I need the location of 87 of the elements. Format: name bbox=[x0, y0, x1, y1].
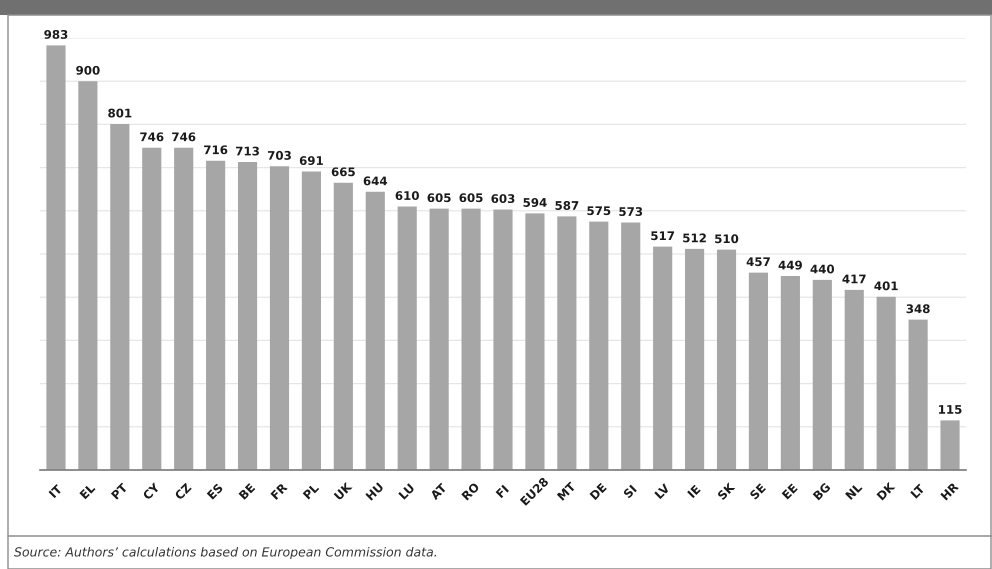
data-label: 644 bbox=[364, 176, 388, 186]
x-tick-label: PL bbox=[302, 482, 320, 500]
bar bbox=[174, 148, 194, 470]
data-label: 401 bbox=[874, 281, 898, 290]
data-label: 115 bbox=[939, 405, 962, 414]
x-tick-label: BE bbox=[238, 483, 256, 500]
bar bbox=[685, 248, 704, 470]
bar bbox=[78, 81, 98, 470]
x-tick-label: EL bbox=[79, 483, 96, 500]
x-tick-label: HU bbox=[365, 482, 384, 501]
bar bbox=[525, 213, 545, 470]
data-label: 605 bbox=[428, 193, 451, 202]
x-tick-label: LU bbox=[398, 483, 415, 500]
x-tick-label: EE bbox=[782, 483, 798, 500]
x-tick-label: FR bbox=[270, 482, 288, 500]
bar bbox=[110, 124, 130, 470]
data-label: 594 bbox=[524, 198, 547, 207]
x-tick-label: MT bbox=[556, 481, 576, 501]
x-tick-label: IT bbox=[48, 484, 63, 498]
data-label: 603 bbox=[491, 194, 514, 204]
data-label: 573 bbox=[619, 207, 642, 216]
data-label: 703 bbox=[268, 150, 291, 160]
data-label: 440 bbox=[810, 264, 834, 274]
bar bbox=[653, 246, 672, 470]
x-tick-label: CY bbox=[142, 482, 160, 500]
bar bbox=[334, 182, 353, 470]
data-label: 457 bbox=[746, 257, 770, 266]
x-tick-label: SK bbox=[716, 482, 736, 500]
data-label: 716 bbox=[204, 145, 228, 154]
bar bbox=[908, 320, 928, 470]
bar bbox=[142, 148, 162, 470]
data-label: 510 bbox=[715, 234, 738, 244]
data-label: 713 bbox=[236, 146, 259, 156]
data-label: 587 bbox=[555, 201, 578, 210]
x-tick-label: DK bbox=[876, 481, 896, 500]
data-label: 512 bbox=[683, 233, 706, 242]
bar bbox=[780, 276, 800, 470]
bar bbox=[716, 250, 736, 470]
bar bbox=[876, 296, 896, 470]
data-label: 610 bbox=[396, 191, 419, 200]
data-label: 746 bbox=[172, 132, 196, 142]
x-tick-label: RO bbox=[461, 482, 480, 501]
bar bbox=[238, 162, 258, 470]
bar bbox=[206, 160, 226, 470]
bar bbox=[398, 206, 417, 470]
bar bbox=[270, 166, 290, 470]
source-note: Source: Authors’ calculations based on European Commission data. bbox=[14, 546, 436, 560]
bar bbox=[366, 192, 385, 470]
x-tick-label: LV bbox=[654, 483, 670, 500]
x-tick-label: SI bbox=[622, 484, 637, 499]
bar bbox=[46, 45, 66, 470]
x-tick-label: CZ bbox=[174, 482, 192, 500]
bar bbox=[461, 208, 481, 470]
x-tick-label: UK bbox=[334, 482, 353, 500]
data-label: 691 bbox=[300, 156, 323, 166]
bar bbox=[844, 290, 864, 470]
x-tick-label: LT bbox=[910, 484, 926, 499]
data-label: 517 bbox=[651, 231, 674, 240]
x-tick-label: AT bbox=[430, 482, 448, 500]
bar bbox=[493, 210, 513, 470]
x-tick-label: BG bbox=[812, 482, 831, 500]
bar bbox=[748, 272, 768, 470]
x-tick-label: FI bbox=[496, 484, 509, 498]
data-label: 348 bbox=[906, 304, 930, 314]
x-tick-label: ES bbox=[206, 483, 224, 500]
data-label: 449 bbox=[778, 260, 802, 270]
bar bbox=[557, 216, 576, 470]
data-label: 746 bbox=[140, 132, 164, 142]
data-label: 575 bbox=[587, 206, 610, 216]
bar bbox=[302, 171, 321, 470]
bar bbox=[589, 222, 608, 470]
bar bbox=[940, 420, 960, 470]
x-tick-label: SE bbox=[749, 483, 766, 500]
bar bbox=[430, 208, 449, 470]
bar bbox=[621, 222, 640, 470]
data-label: 900 bbox=[76, 66, 100, 75]
data-label: 665 bbox=[332, 167, 355, 176]
x-tick-label: HR bbox=[940, 482, 959, 500]
data-label: 983 bbox=[44, 30, 68, 39]
data-label: 801 bbox=[108, 108, 132, 118]
x-tick-label: DE bbox=[589, 482, 607, 500]
x-tick-label: IE bbox=[687, 484, 701, 498]
bar bbox=[812, 280, 832, 470]
data-label: 417 bbox=[842, 274, 866, 284]
x-tick-label: PT bbox=[110, 482, 128, 500]
data-label: 605 bbox=[459, 193, 483, 202]
x-tick-label: NL bbox=[845, 482, 862, 500]
